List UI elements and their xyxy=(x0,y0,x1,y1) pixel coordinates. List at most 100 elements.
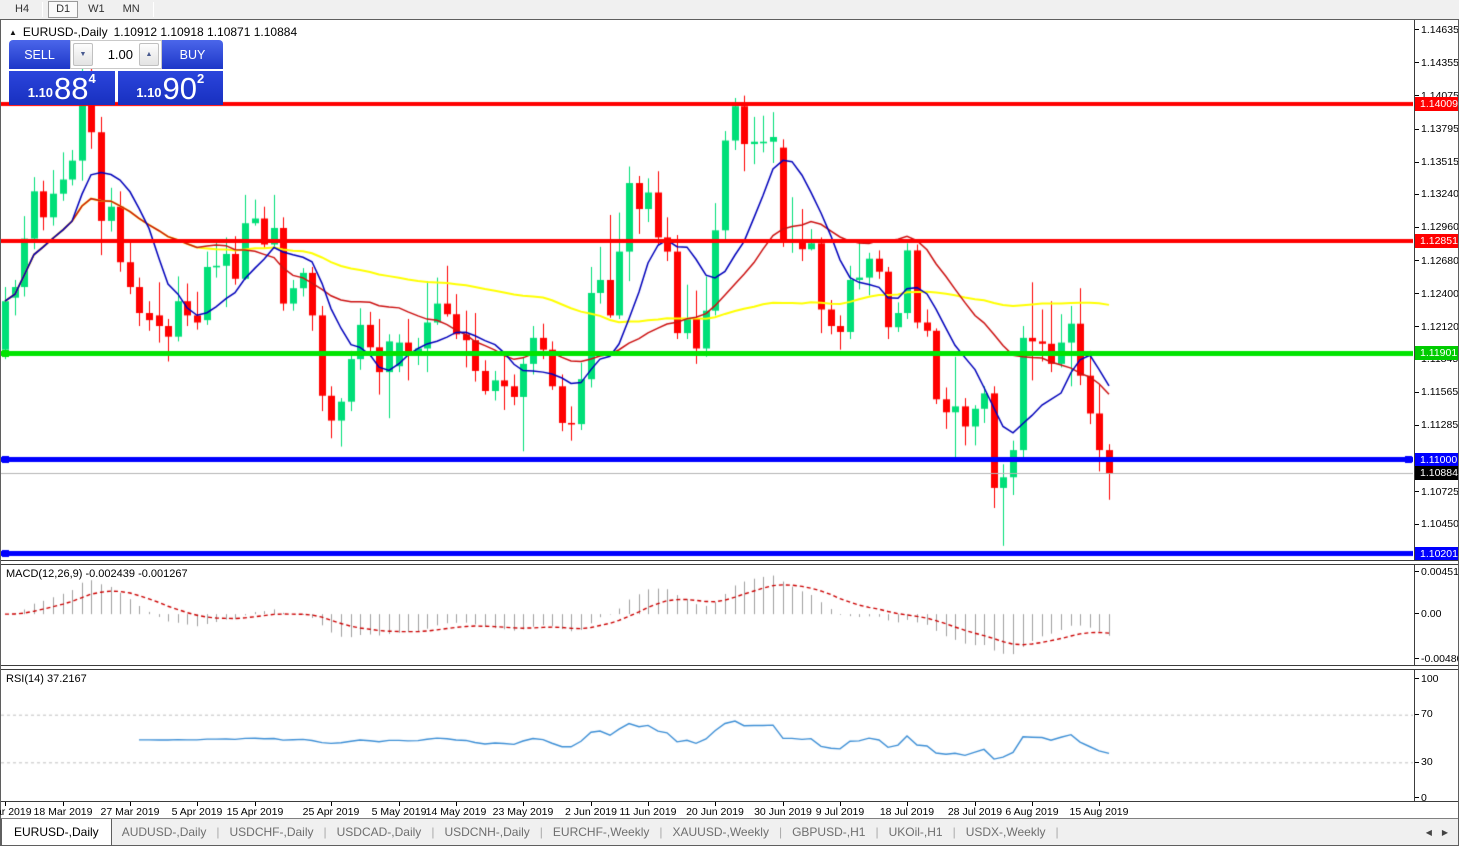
tab-usdx-weekly[interactable]: USDX-,Weekly xyxy=(965,825,1046,839)
price-tick-text: 1.12400 xyxy=(1421,287,1458,300)
macd-tick-label: 0.004517 xyxy=(1415,566,1458,579)
date-tick-mark xyxy=(255,802,256,806)
price-chart-panel: ▲ EURUSD-,Daily 1.10912 1.10918 1.10871 … xyxy=(1,20,1458,560)
tab-separator: | xyxy=(778,825,783,839)
volume-increase-button[interactable]: ▲ xyxy=(139,43,159,66)
macd-axis: 0.004517 0.00 -0.004806 xyxy=(1414,565,1458,665)
tab-separator: | xyxy=(539,825,543,839)
tab-separator: | xyxy=(431,825,435,839)
tick-dash xyxy=(1415,326,1419,328)
volume-input[interactable] xyxy=(95,47,137,62)
date-tick-mark xyxy=(783,802,784,806)
tab-usdcnh-daily[interactable]: USDCNH-,Daily xyxy=(444,825,530,839)
date-tick-label: 9 Jul 2019 xyxy=(815,806,865,818)
timeframe-toolbar: H4 D1 W1 MN xyxy=(0,0,1459,19)
tab-separator: | xyxy=(659,825,663,839)
sell-button[interactable]: SELL xyxy=(9,40,70,69)
sell-price[interactable]: 1.10 88 4 xyxy=(9,71,115,105)
buy-price-sup: 2 xyxy=(197,71,205,86)
tab-usdchf-daily[interactable]: USDCHF-,Daily xyxy=(229,825,314,839)
macd-tick-label: 0.00 xyxy=(1415,608,1458,621)
price-tick-label: 1.13240 xyxy=(1415,188,1458,201)
sell-price-big: 88 xyxy=(54,71,89,106)
tick-dash xyxy=(1415,761,1419,763)
tab-gbpusd-h1[interactable]: GBPUSD-,H1 xyxy=(792,825,866,839)
rsi-axis: 100 70 30 0 xyxy=(1414,670,1458,801)
panel-splitter[interactable] xyxy=(1,665,1458,670)
rsi-canvas[interactable] xyxy=(1,670,1413,801)
tick-dash xyxy=(1415,678,1419,680)
date-tick-mark xyxy=(331,802,332,806)
timeframe-button-h4[interactable]: H4 xyxy=(15,3,30,15)
price-line-badge: 1.11901 xyxy=(1415,346,1458,361)
macd-tick-text: 0.00 xyxy=(1421,607,1442,620)
buy-price-big: 90 xyxy=(162,71,198,106)
tab-separator: | xyxy=(216,825,220,839)
price-tick-label: 1.12120 xyxy=(1415,321,1458,334)
tab-usdcad-daily[interactable]: USDCAD-,Daily xyxy=(336,825,422,839)
tick-dash xyxy=(1415,161,1419,163)
ohlc-quote-label: 1.10912 1.10918 1.10871 1.10884 xyxy=(113,25,298,39)
tab-audusd-daily[interactable]: AUDUSD-,Daily xyxy=(121,825,207,839)
tab-scroll-left-button[interactable]: ◀ xyxy=(1426,828,1432,837)
date-tick-mark xyxy=(1032,802,1033,806)
tab-separator: | xyxy=(952,825,956,839)
chart-tab-bar: EURUSD-,Daily AUDUSD-,Daily | USDCHF-,Daily… xyxy=(1,818,1458,845)
date-tick-mark xyxy=(591,802,592,806)
price-tick-text: 1.14355 xyxy=(1421,56,1458,69)
tab-xauusd-weekly[interactable]: XAUUSD-,Weekly xyxy=(672,825,769,839)
tab-eurchf-weekly[interactable]: EURCHF-,Weekly xyxy=(552,825,650,839)
macd-panel: MACD(12,26,9) -0.002439 -0.001267 0.0045… xyxy=(1,565,1458,665)
spinner-up-icon: ▲ xyxy=(145,51,153,58)
panel-splitter[interactable] xyxy=(1,560,1458,565)
date-tick-label: 23 May 2019 xyxy=(492,806,554,818)
buy-price-prefix: 1.10 xyxy=(136,85,162,100)
price-tick-text: 1.11285 xyxy=(1421,419,1458,432)
price-tick-text: 1.13515 xyxy=(1421,155,1458,168)
buy-button[interactable]: BUY xyxy=(162,40,223,69)
tick-dash xyxy=(1415,29,1419,31)
tick-dash xyxy=(1415,658,1419,660)
date-tick-label: 14 May 2019 xyxy=(425,806,487,818)
price-tick-text: 1.13240 xyxy=(1421,188,1458,201)
date-tick-label: 18 Mar 2019 xyxy=(33,806,93,818)
sell-price-sup: 4 xyxy=(88,71,96,86)
tick-dash xyxy=(1415,293,1419,295)
one-click-trading-panel: SELL ▼ ▲ BUY 1.10884 xyxy=(9,40,223,105)
timeframe-button-mn[interactable]: MN xyxy=(122,3,140,15)
price-tick-text: 1.10450 xyxy=(1421,518,1458,531)
price-tick-label: 1.10450 xyxy=(1415,518,1458,531)
price-tick-label: 1.11285 xyxy=(1415,419,1458,432)
collapse-panel-icon[interactable]: ▲ xyxy=(9,27,17,37)
date-tick-label: 15 Aug 2019 xyxy=(1069,806,1129,818)
tick-dash xyxy=(1415,613,1419,615)
volume-decrease-button[interactable]: ▼ xyxy=(73,43,93,66)
date-tick-mark xyxy=(648,802,649,806)
date-tick-label: 28 Jul 2019 xyxy=(947,806,1003,818)
tab-eurusd-daily[interactable]: EURUSD-,Daily xyxy=(1,819,112,845)
price-line-badge: 1.10884 xyxy=(1415,466,1458,481)
date-tick-mark xyxy=(197,802,198,806)
rsi-tick-label: 70 xyxy=(1415,708,1458,721)
tab-scroll-right-button[interactable]: ▶ xyxy=(1442,828,1448,837)
timeframe-button-d1[interactable]: D1 xyxy=(48,1,79,18)
tick-dash xyxy=(1415,523,1419,525)
date-tick-mark xyxy=(130,802,131,806)
buy-price[interactable]: 1.10 90 2 xyxy=(117,71,223,106)
date-tick-mark xyxy=(975,802,976,806)
macd-tick-text: 0.004517 xyxy=(1421,565,1458,578)
tab-separator: | xyxy=(323,825,327,839)
timeframe-button-w1[interactable]: W1 xyxy=(88,3,105,15)
date-tick-label: 18 Jul 2019 xyxy=(879,806,935,818)
date-tick-label: 2 Jun 2019 xyxy=(565,806,617,818)
tab-scroll-left-icon: ◀ xyxy=(1425,827,1432,837)
price-chart-canvas[interactable] xyxy=(1,20,1413,560)
spinner-down-icon: ▼ xyxy=(79,51,87,58)
tab-ukoil-h1[interactable]: UKOil-,H1 xyxy=(888,825,943,839)
macd-canvas[interactable] xyxy=(1,565,1413,665)
chart-symbol-header: ▲ EURUSD-,Daily 1.10912 1.10918 1.10871 … xyxy=(9,25,297,39)
price-tick-label: 1.11565 xyxy=(1415,386,1458,399)
tick-dash xyxy=(1415,194,1419,196)
date-tick-label: 6 Aug 2019 xyxy=(1005,806,1059,818)
date-tick-mark xyxy=(456,802,457,806)
